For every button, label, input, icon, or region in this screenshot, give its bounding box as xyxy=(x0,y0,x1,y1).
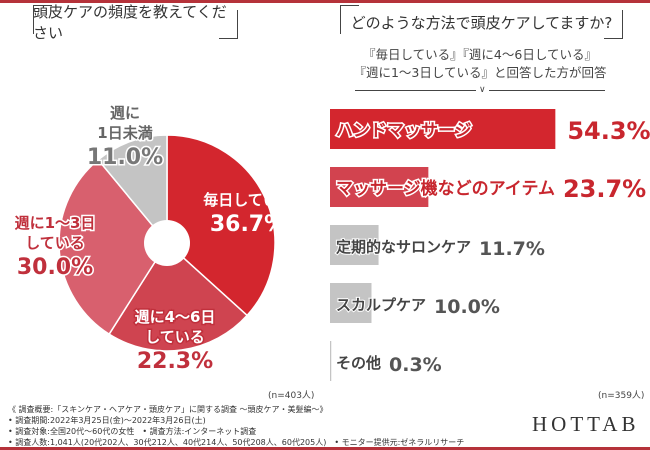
pie-label: 週に xyxy=(110,104,140,122)
bar xyxy=(330,109,556,149)
top-divider xyxy=(0,0,650,3)
bar xyxy=(330,341,332,381)
pie-value-label: 36.7% xyxy=(210,212,286,237)
pie-value-label: 30.0% xyxy=(17,255,93,280)
bar-value-label: 23.7% xyxy=(563,175,646,203)
bar-label: ハンドマッサージ xyxy=(336,121,472,141)
bar xyxy=(330,283,372,323)
pie-slice xyxy=(108,241,249,352)
note-line-1: 『毎日している』『週に4〜6日している』 xyxy=(363,47,597,62)
donut-hole xyxy=(144,220,190,266)
survey-footer: 《 調査概要:「スキンケア・ヘアケア・頭皮ケア」に関する調査 〜頭皮ケア・美髪編… xyxy=(8,404,464,448)
bottom-divider xyxy=(0,447,650,450)
bar-value-label: 54.3% xyxy=(567,117,650,145)
pie-value-label: 22.3% xyxy=(137,349,213,374)
pie-sample-size: (n=403人) xyxy=(268,391,315,401)
pie-label: 週に4〜6日 xyxy=(135,308,216,326)
bar-label: 定期的なサロンケア xyxy=(336,238,471,256)
bar-sample-size: (n=359人) xyxy=(598,391,645,401)
bar-label: スカルプケア xyxy=(336,296,426,314)
footer-line: 《 調査概要:「スキンケア・ヘアケア・頭皮ケア」に関する調査 〜頭皮ケア・美髪編… xyxy=(8,405,328,414)
pie-slice xyxy=(97,134,168,246)
note-line-2: 『週に1〜3日している』と回答した方が回答 xyxy=(353,65,607,80)
pie-label: している xyxy=(145,328,205,346)
footer-line: • 調査期間:2022年3月25日(金)〜2022年3月26日(土) xyxy=(8,416,206,425)
bar-chart: ハンドマッサージ 54.3% マッサージ機などのアイテム 23.7% 定期的なサロンケア… xyxy=(330,109,650,381)
footer-line: • 調査対象:全国20代〜60代の女性 • 調査方法:インターネット調査 xyxy=(8,427,257,436)
right-title: どのような方法で頭皮ケアしてますか? xyxy=(340,5,623,39)
bar-label: その他 xyxy=(336,354,381,372)
pie-label: 毎日している xyxy=(203,191,293,209)
bar-value-label: 10.0% xyxy=(434,296,500,318)
footer-line: • 調査人数:1,041人(20代202人、30代212人、40代214人、50… xyxy=(8,438,465,447)
bar-note: 『毎日している』『週に4〜6日している』 『週に1〜3日している』と回答した方が… xyxy=(335,46,625,82)
bar xyxy=(330,225,379,265)
bar-value-label: 0.3% xyxy=(389,354,442,376)
right-title-text: どのような方法で頭皮ケアしてますか? xyxy=(350,13,613,32)
hottab-logo: HOTTAB xyxy=(532,412,640,436)
pie-label: している xyxy=(25,234,85,252)
pie-slice xyxy=(58,158,168,336)
left-title: 頭皮ケアの頻度を教えてください xyxy=(33,3,238,42)
pie-slice xyxy=(166,134,276,317)
pie-value-label: 11.0% xyxy=(87,145,163,170)
pie-label: 1日未満 xyxy=(97,124,152,142)
bar xyxy=(330,167,429,207)
pie-label: 週に1〜3日 xyxy=(15,214,96,232)
bar-label: マッサージ機などのアイテム xyxy=(336,178,555,199)
bar-value-label: 11.7% xyxy=(479,238,545,260)
chevron-down-icon: ∨ xyxy=(476,85,489,95)
pie-chart: 毎日している36.7%週に4〜6日している22.3%週に1〜3日している30.0… xyxy=(13,103,293,376)
